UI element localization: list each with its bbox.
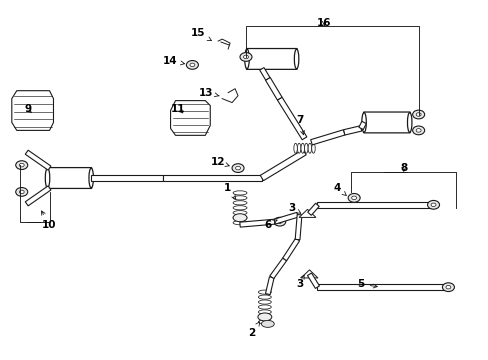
- Text: 11: 11: [171, 104, 185, 113]
- Ellipse shape: [297, 143, 300, 153]
- Ellipse shape: [244, 49, 249, 69]
- Ellipse shape: [233, 211, 246, 215]
- Ellipse shape: [186, 60, 198, 69]
- Ellipse shape: [258, 315, 271, 319]
- Ellipse shape: [294, 49, 298, 69]
- Ellipse shape: [258, 305, 271, 309]
- Polygon shape: [265, 277, 274, 294]
- Ellipse shape: [233, 214, 246, 222]
- Ellipse shape: [240, 53, 251, 61]
- Ellipse shape: [412, 126, 424, 135]
- Ellipse shape: [19, 163, 24, 167]
- FancyBboxPatch shape: [47, 168, 92, 188]
- Ellipse shape: [233, 216, 246, 220]
- Ellipse shape: [233, 191, 246, 195]
- Ellipse shape: [258, 320, 271, 324]
- Polygon shape: [25, 186, 51, 206]
- Polygon shape: [265, 77, 282, 100]
- Polygon shape: [358, 121, 366, 130]
- Ellipse shape: [361, 113, 366, 132]
- Ellipse shape: [19, 190, 24, 194]
- Text: 13: 13: [199, 88, 219, 98]
- Polygon shape: [170, 100, 210, 135]
- Polygon shape: [273, 212, 298, 224]
- Text: 3: 3: [295, 275, 304, 289]
- Text: 16: 16: [317, 18, 331, 28]
- Text: 2: 2: [248, 322, 259, 338]
- Text: 8: 8: [399, 163, 407, 173]
- Ellipse shape: [243, 55, 248, 59]
- FancyBboxPatch shape: [363, 112, 409, 133]
- Text: 9: 9: [24, 104, 31, 113]
- Ellipse shape: [442, 283, 453, 292]
- Polygon shape: [317, 202, 433, 207]
- Ellipse shape: [233, 206, 246, 210]
- Ellipse shape: [258, 300, 271, 304]
- Ellipse shape: [258, 295, 271, 299]
- Polygon shape: [260, 150, 305, 181]
- Polygon shape: [307, 203, 319, 215]
- Ellipse shape: [427, 201, 439, 209]
- Polygon shape: [295, 215, 301, 240]
- Ellipse shape: [445, 285, 450, 289]
- Polygon shape: [239, 219, 274, 227]
- Polygon shape: [282, 238, 299, 261]
- Ellipse shape: [16, 188, 28, 196]
- Ellipse shape: [16, 161, 28, 170]
- Ellipse shape: [273, 217, 285, 226]
- Ellipse shape: [258, 290, 271, 294]
- Ellipse shape: [304, 143, 307, 153]
- Ellipse shape: [257, 313, 271, 321]
- Text: 4: 4: [333, 183, 346, 195]
- Ellipse shape: [233, 221, 246, 225]
- Polygon shape: [317, 284, 447, 290]
- Polygon shape: [269, 258, 286, 279]
- Polygon shape: [25, 150, 51, 170]
- Polygon shape: [277, 97, 306, 140]
- Text: 14: 14: [163, 56, 184, 66]
- Ellipse shape: [232, 164, 244, 172]
- Text: 1: 1: [223, 183, 235, 199]
- Ellipse shape: [45, 168, 50, 188]
- Ellipse shape: [415, 129, 420, 132]
- Polygon shape: [163, 175, 262, 181]
- Ellipse shape: [233, 196, 246, 200]
- Ellipse shape: [430, 203, 435, 207]
- FancyBboxPatch shape: [246, 49, 297, 69]
- Ellipse shape: [277, 220, 282, 224]
- Polygon shape: [343, 126, 361, 135]
- Ellipse shape: [307, 143, 311, 153]
- Ellipse shape: [233, 201, 246, 205]
- Text: 3: 3: [287, 203, 300, 213]
- Polygon shape: [91, 175, 163, 181]
- Ellipse shape: [301, 143, 304, 153]
- Text: 5: 5: [357, 279, 377, 289]
- Ellipse shape: [347, 193, 360, 202]
- Ellipse shape: [261, 320, 274, 327]
- Polygon shape: [307, 273, 319, 288]
- Text: 7: 7: [295, 116, 304, 135]
- Text: 15: 15: [191, 28, 211, 41]
- Ellipse shape: [407, 113, 411, 132]
- Polygon shape: [259, 68, 269, 80]
- Text: 10: 10: [41, 211, 57, 230]
- Ellipse shape: [258, 310, 271, 314]
- Ellipse shape: [351, 196, 356, 200]
- Polygon shape: [12, 91, 53, 130]
- Polygon shape: [299, 209, 315, 217]
- Polygon shape: [310, 130, 345, 145]
- Ellipse shape: [89, 168, 93, 188]
- Ellipse shape: [415, 113, 420, 116]
- Ellipse shape: [412, 110, 424, 119]
- Ellipse shape: [311, 143, 315, 153]
- Ellipse shape: [235, 166, 240, 170]
- Ellipse shape: [189, 63, 194, 67]
- Text: 6: 6: [264, 220, 277, 230]
- Polygon shape: [301, 270, 317, 278]
- Text: 12: 12: [210, 157, 229, 167]
- Ellipse shape: [293, 143, 297, 153]
